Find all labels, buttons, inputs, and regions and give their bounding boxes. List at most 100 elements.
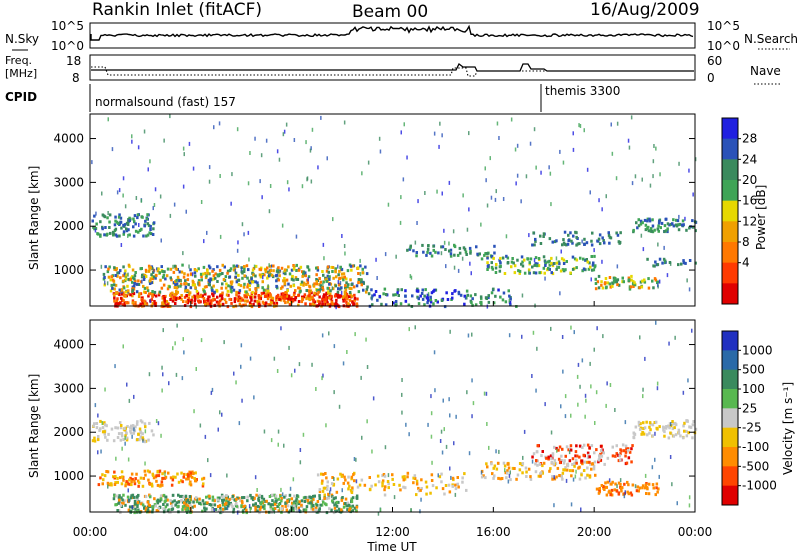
heatmap-cell — [271, 507, 275, 511]
heatmap-cell — [637, 423, 641, 427]
heatmap-cell — [401, 410, 403, 415]
heatmap-cell — [601, 448, 604, 452]
heatmap-cell — [124, 277, 128, 281]
heatmap-cell — [161, 472, 164, 476]
heatmap-cell — [180, 471, 183, 475]
heatmap-cell — [138, 438, 141, 442]
heatmap-cell — [514, 147, 517, 152]
heatmap-cell — [678, 214, 680, 219]
heatmap-cell — [170, 508, 174, 511]
heatmap-cell — [344, 288, 348, 292]
heatmap-cell — [480, 470, 483, 475]
heatmap-cell — [576, 374, 579, 379]
heatmap-cell — [379, 507, 382, 512]
heatmap-cell — [296, 278, 300, 281]
heatmap-cell — [552, 462, 555, 466]
heatmap-cell — [343, 475, 346, 479]
heatmap-cell — [360, 280, 363, 284]
x-tick-label: 16:00 — [476, 525, 511, 539]
heatmap-cell — [247, 230, 250, 235]
heatmap-cell — [131, 280, 134, 284]
heatmap-cell — [95, 211, 97, 216]
heatmap-cell — [137, 481, 141, 485]
heatmap-cell — [598, 198, 600, 203]
heatmap-cell — [341, 488, 343, 493]
heatmap-cell — [287, 282, 290, 286]
heatmap-cell — [109, 231, 112, 235]
heatmap-cell — [262, 275, 264, 280]
heatmap-cell — [156, 269, 160, 273]
heatmap-cell — [300, 280, 304, 284]
heatmap-cell — [302, 508, 306, 512]
heatmap-cell — [351, 488, 354, 492]
heatmap-cell — [316, 268, 320, 272]
heatmap-cell — [277, 497, 280, 501]
heatmap-cell — [350, 294, 354, 298]
heatmap-cell — [155, 419, 158, 423]
heatmap-cell — [167, 471, 170, 475]
heatmap-cell — [141, 273, 144, 277]
heatmap-cell — [261, 273, 264, 277]
cpid-segment-2: themis 3300 — [545, 84, 620, 98]
heatmap-cell — [106, 216, 109, 220]
heatmap-cell — [195, 367, 197, 371]
heatmap-cell — [634, 484, 637, 489]
heatmap-cell — [330, 294, 333, 298]
heatmap-cell — [377, 480, 381, 484]
heatmap-cell — [565, 260, 568, 263]
heatmap-cell — [186, 504, 190, 508]
heatmap-cell — [187, 293, 191, 297]
heatmap-cell — [624, 450, 628, 454]
heatmap-cell — [569, 444, 573, 448]
heatmap-cell — [657, 283, 659, 288]
heatmap-cell — [597, 458, 601, 462]
heatmap-cell — [649, 422, 652, 426]
heatmap-cell — [131, 301, 134, 305]
nsky-tick-top: 10^5 — [51, 19, 84, 33]
heatmap-cell — [175, 372, 178, 377]
heatmap-cell — [443, 240, 446, 245]
heatmap-cell — [682, 390, 685, 395]
heatmap-cell — [678, 161, 680, 166]
heatmap-cell — [99, 419, 102, 423]
heatmap-cell — [117, 302, 120, 306]
heatmap-cell — [124, 294, 127, 298]
heatmap-cell — [668, 341, 670, 346]
heatmap-cell — [509, 478, 512, 482]
heatmap-cell — [183, 152, 185, 157]
heatmap-cell — [187, 472, 190, 476]
heatmap-cell — [239, 499, 242, 503]
heatmap-cell — [122, 232, 125, 236]
heatmap-cell — [614, 280, 617, 284]
heatmap-cell — [142, 278, 146, 281]
heatmap-cell — [550, 271, 553, 275]
heatmap-cell — [149, 228, 152, 231]
heatmap-cell — [378, 136, 381, 141]
heatmap-cell — [337, 500, 340, 504]
heatmap-cell — [127, 498, 130, 503]
heatmap-cell — [212, 284, 215, 288]
heatmap-cell — [605, 493, 609, 497]
heatmap-cell — [321, 489, 325, 493]
heatmap-cell — [102, 421, 105, 425]
heatmap-cell — [292, 293, 296, 297]
heatmap-cell — [146, 222, 150, 226]
heatmap-cell — [93, 214, 96, 218]
heatmap-cell — [203, 285, 207, 289]
heatmap-cell — [415, 251, 418, 254]
heatmap-cell — [240, 343, 243, 348]
heatmap-cell — [574, 454, 577, 458]
heatmap-cell — [132, 234, 136, 238]
heatmap-cell — [150, 482, 154, 486]
heatmap-cell — [293, 507, 297, 511]
heatmap-cell — [596, 280, 600, 284]
heatmap-cell — [239, 284, 243, 288]
heatmap-cell — [331, 286, 334, 291]
heatmap-cell — [116, 190, 119, 195]
heatmap-cell — [439, 439, 442, 443]
heatmap-cell — [293, 494, 296, 498]
heatmap-cell — [581, 269, 584, 273]
heatmap-cell — [486, 252, 489, 256]
heatmap-cell — [266, 266, 269, 270]
heatmap-cell — [328, 507, 331, 511]
